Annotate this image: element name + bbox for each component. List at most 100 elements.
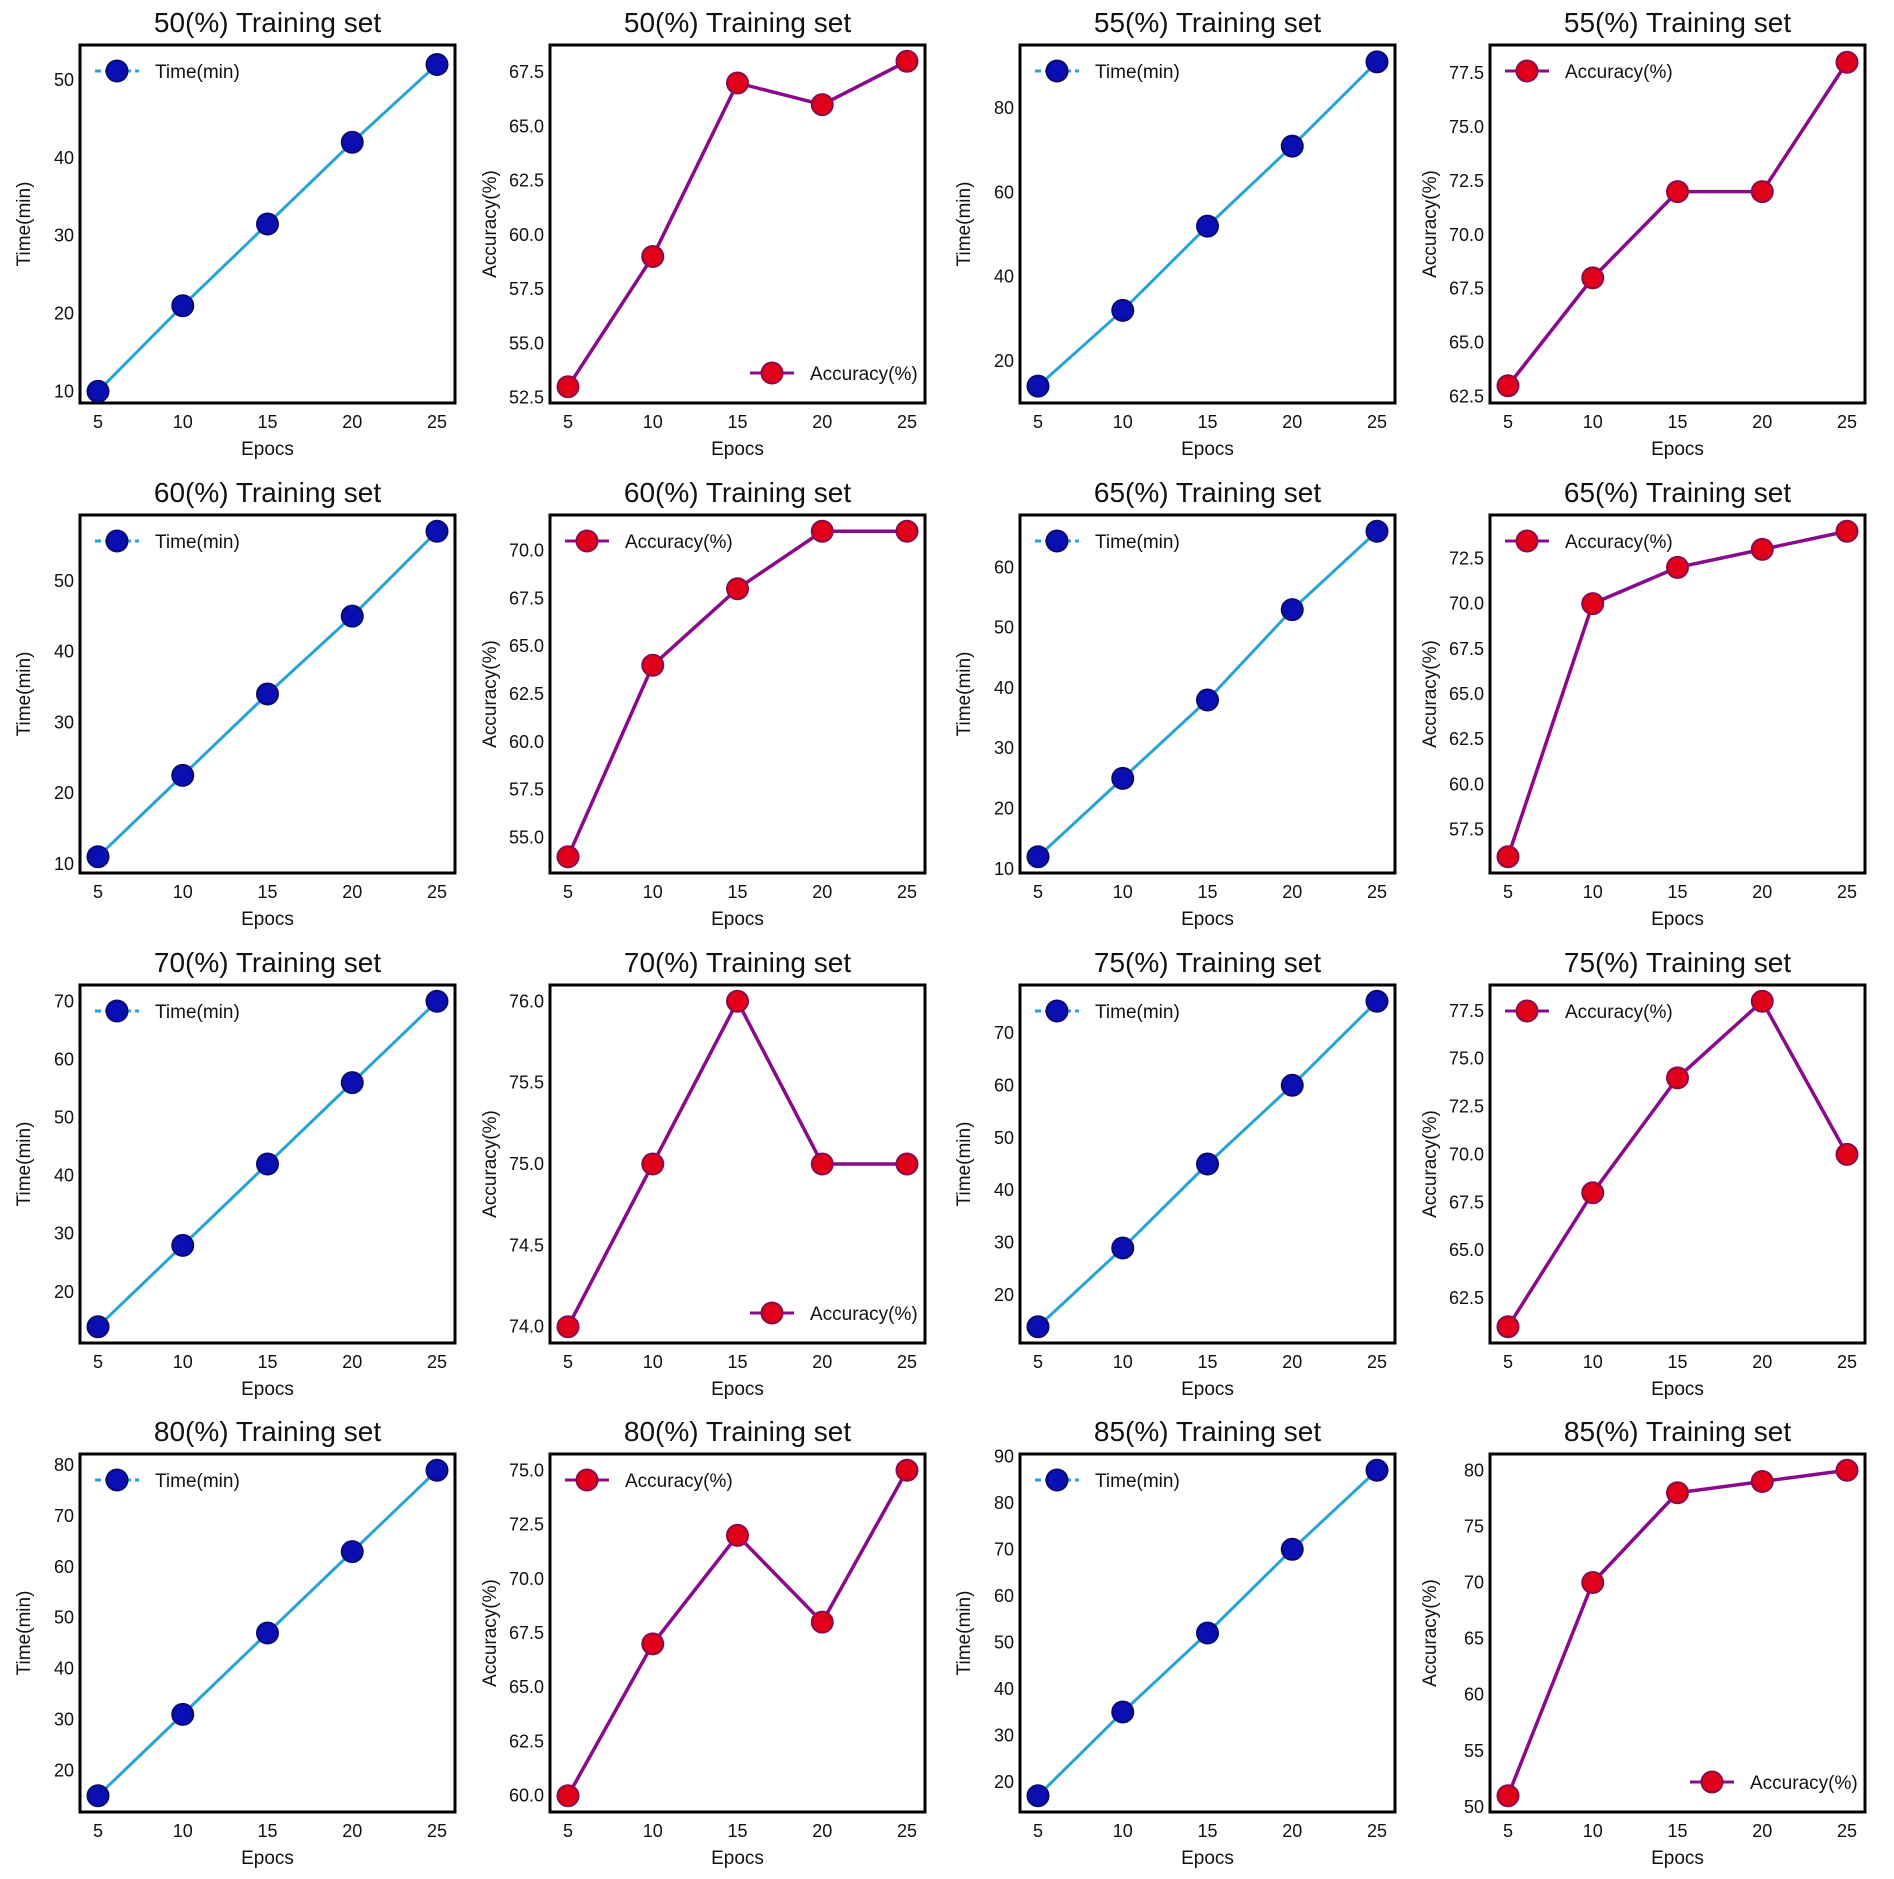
- x-axis-label: Epocs: [241, 439, 294, 460]
- chart-title: 55(%) Training set: [1564, 7, 1791, 38]
- legend-label: Time(min): [155, 1471, 240, 1492]
- y-tick-label: 65.0: [1449, 333, 1484, 353]
- y-tick-label: 55.0: [509, 333, 544, 353]
- legend-label: Accuracy(%): [810, 1304, 918, 1325]
- y-tick-label: 50: [54, 70, 74, 90]
- chart-title: 85(%) Training set: [1094, 1416, 1321, 1447]
- y-tick-label: 20: [994, 1285, 1014, 1305]
- data-point: [1835, 50, 1859, 74]
- legend: Time(min): [1035, 999, 1180, 1023]
- y-tick-label: 75.0: [509, 1154, 544, 1174]
- y-tick-label: 67.5: [509, 1623, 544, 1643]
- y-tick-label: 40: [54, 1659, 74, 1679]
- y-tick-label: 10: [54, 381, 74, 401]
- chart-panel: 50(%) Training set 10 20 30 40 50 5 10 15 20 25 Epo…: [0, 0, 473, 470]
- legend: Time(min): [95, 999, 240, 1023]
- chart-title: 60(%) Training set: [154, 477, 381, 508]
- data-point: [1835, 519, 1859, 543]
- data-point: [1835, 1458, 1859, 1482]
- legend: Accuracy(%): [1690, 1770, 1858, 1794]
- x-tick-label: 15: [1197, 882, 1217, 902]
- x-tick-label: 10: [643, 1352, 663, 1372]
- chart-title: 85(%) Training set: [1564, 1416, 1791, 1447]
- data-point: [726, 577, 749, 601]
- y-tick-label: 10: [994, 859, 1014, 879]
- y-tick-label: 70: [994, 1023, 1014, 1043]
- y-axis-label: Time(min): [14, 1591, 35, 1676]
- series-line: [1506, 1468, 1848, 1797]
- y-tick-label: 74.0: [509, 1317, 544, 1337]
- legend-label: Time(min): [155, 1002, 240, 1023]
- y-tick-label: 65.0: [1449, 684, 1484, 704]
- data-point: [556, 1784, 580, 1808]
- x-tick-label: 20: [812, 1821, 832, 1841]
- y-tick-label: 40: [994, 267, 1014, 287]
- y-tick-label: 57.5: [1449, 820, 1484, 840]
- legend-marker: [105, 59, 129, 83]
- plot-frame: [1018, 1452, 1397, 1814]
- data-point: [86, 845, 110, 869]
- chart-panel: 55(%) Training set 20 40 60 80 5 10 15 20 25 Epocs…: [940, 0, 1413, 470]
- x-tick-label: 25: [427, 1352, 447, 1372]
- series-line: [1506, 998, 1849, 1328]
- data-point: [86, 1784, 110, 1808]
- y-tick-label: 50: [54, 1108, 74, 1128]
- legend-label: Time(min): [155, 62, 240, 83]
- data-point: [1750, 1469, 1774, 1493]
- data-point: [340, 604, 364, 628]
- chart-svg: 60(%) Training set 55.0 57.5 60.0 62.5 65.0 67…: [480, 477, 927, 930]
- chart-title: 55(%) Training set: [1094, 7, 1321, 38]
- data-point: [1750, 989, 1774, 1013]
- chart-svg: 85(%) Training set 20 30 40 50 60 70 80 90 5 10 15 2…: [954, 1416, 1397, 1869]
- y-tick-label: 60: [994, 1586, 1014, 1606]
- x-axis-label: Epocs: [711, 439, 764, 460]
- chart-panel: 55(%) Training set 62.5 65.0 67.5 70.0 72.5 75…: [1410, 0, 1883, 470]
- y-tick-label: 60: [994, 1075, 1014, 1095]
- y-axis-label: Accuracy(%): [480, 640, 501, 748]
- series-line: [1506, 61, 1849, 387]
- legend: Accuracy(%): [565, 529, 733, 553]
- y-axis-label: Accuracy(%): [1420, 1110, 1441, 1218]
- y-tick-label: 75.0: [1449, 117, 1484, 137]
- y-tick-label: 65.0: [509, 636, 544, 656]
- plot-frame: [78, 43, 457, 405]
- chart-title: 75(%) Training set: [1564, 947, 1791, 978]
- data-point: [86, 379, 110, 403]
- data-point: [1111, 1236, 1135, 1260]
- x-tick-label: 5: [93, 1821, 103, 1841]
- data-point: [425, 989, 449, 1013]
- data-point: [1750, 537, 1774, 561]
- y-tick-label: 30: [54, 226, 74, 246]
- data-point: [810, 1610, 834, 1634]
- legend-label: Time(min): [1095, 1002, 1180, 1023]
- data-point: [1196, 1621, 1219, 1645]
- x-tick-label: 15: [1667, 882, 1687, 902]
- plot-frame: [1018, 513, 1397, 875]
- data-point: [171, 1233, 195, 1257]
- data-point: [895, 1458, 919, 1482]
- y-tick-label: 62.5: [509, 171, 544, 191]
- y-tick-label: 70.0: [1449, 594, 1484, 614]
- chart-title: 50(%) Training set: [154, 7, 381, 38]
- y-tick-label: 70.0: [509, 540, 544, 560]
- y-tick-label: 20: [54, 783, 74, 803]
- plot-frame: [548, 1452, 927, 1814]
- y-tick-label: 72.5: [1449, 548, 1484, 568]
- chart-svg: 80(%) Training set 60.0 62.5 65.0 67.5 70.0 72…: [480, 1416, 927, 1869]
- y-tick-label: 62.5: [509, 1731, 544, 1751]
- x-tick-label: 10: [1113, 882, 1133, 902]
- x-tick-label: 5: [1503, 1352, 1513, 1372]
- x-tick-label: 25: [897, 1821, 917, 1841]
- y-tick-label: 80: [1464, 1460, 1484, 1480]
- data-point: [1496, 374, 1520, 398]
- plot-frame: [1018, 983, 1397, 1345]
- data-point: [1280, 1537, 1304, 1561]
- y-tick-label: 20: [54, 304, 74, 324]
- y-tick-label: 20: [994, 1772, 1014, 1792]
- y-axis-label: Time(min): [14, 652, 35, 737]
- plot-frame: [1488, 983, 1867, 1345]
- legend: Time(min): [1035, 59, 1180, 83]
- chart-title: 65(%) Training set: [1094, 477, 1321, 508]
- chart-svg: 75(%) Training set 20 30 40 50 60 70 5 10 15 20 25 E…: [954, 947, 1397, 1400]
- plot-frame: [1488, 1452, 1867, 1814]
